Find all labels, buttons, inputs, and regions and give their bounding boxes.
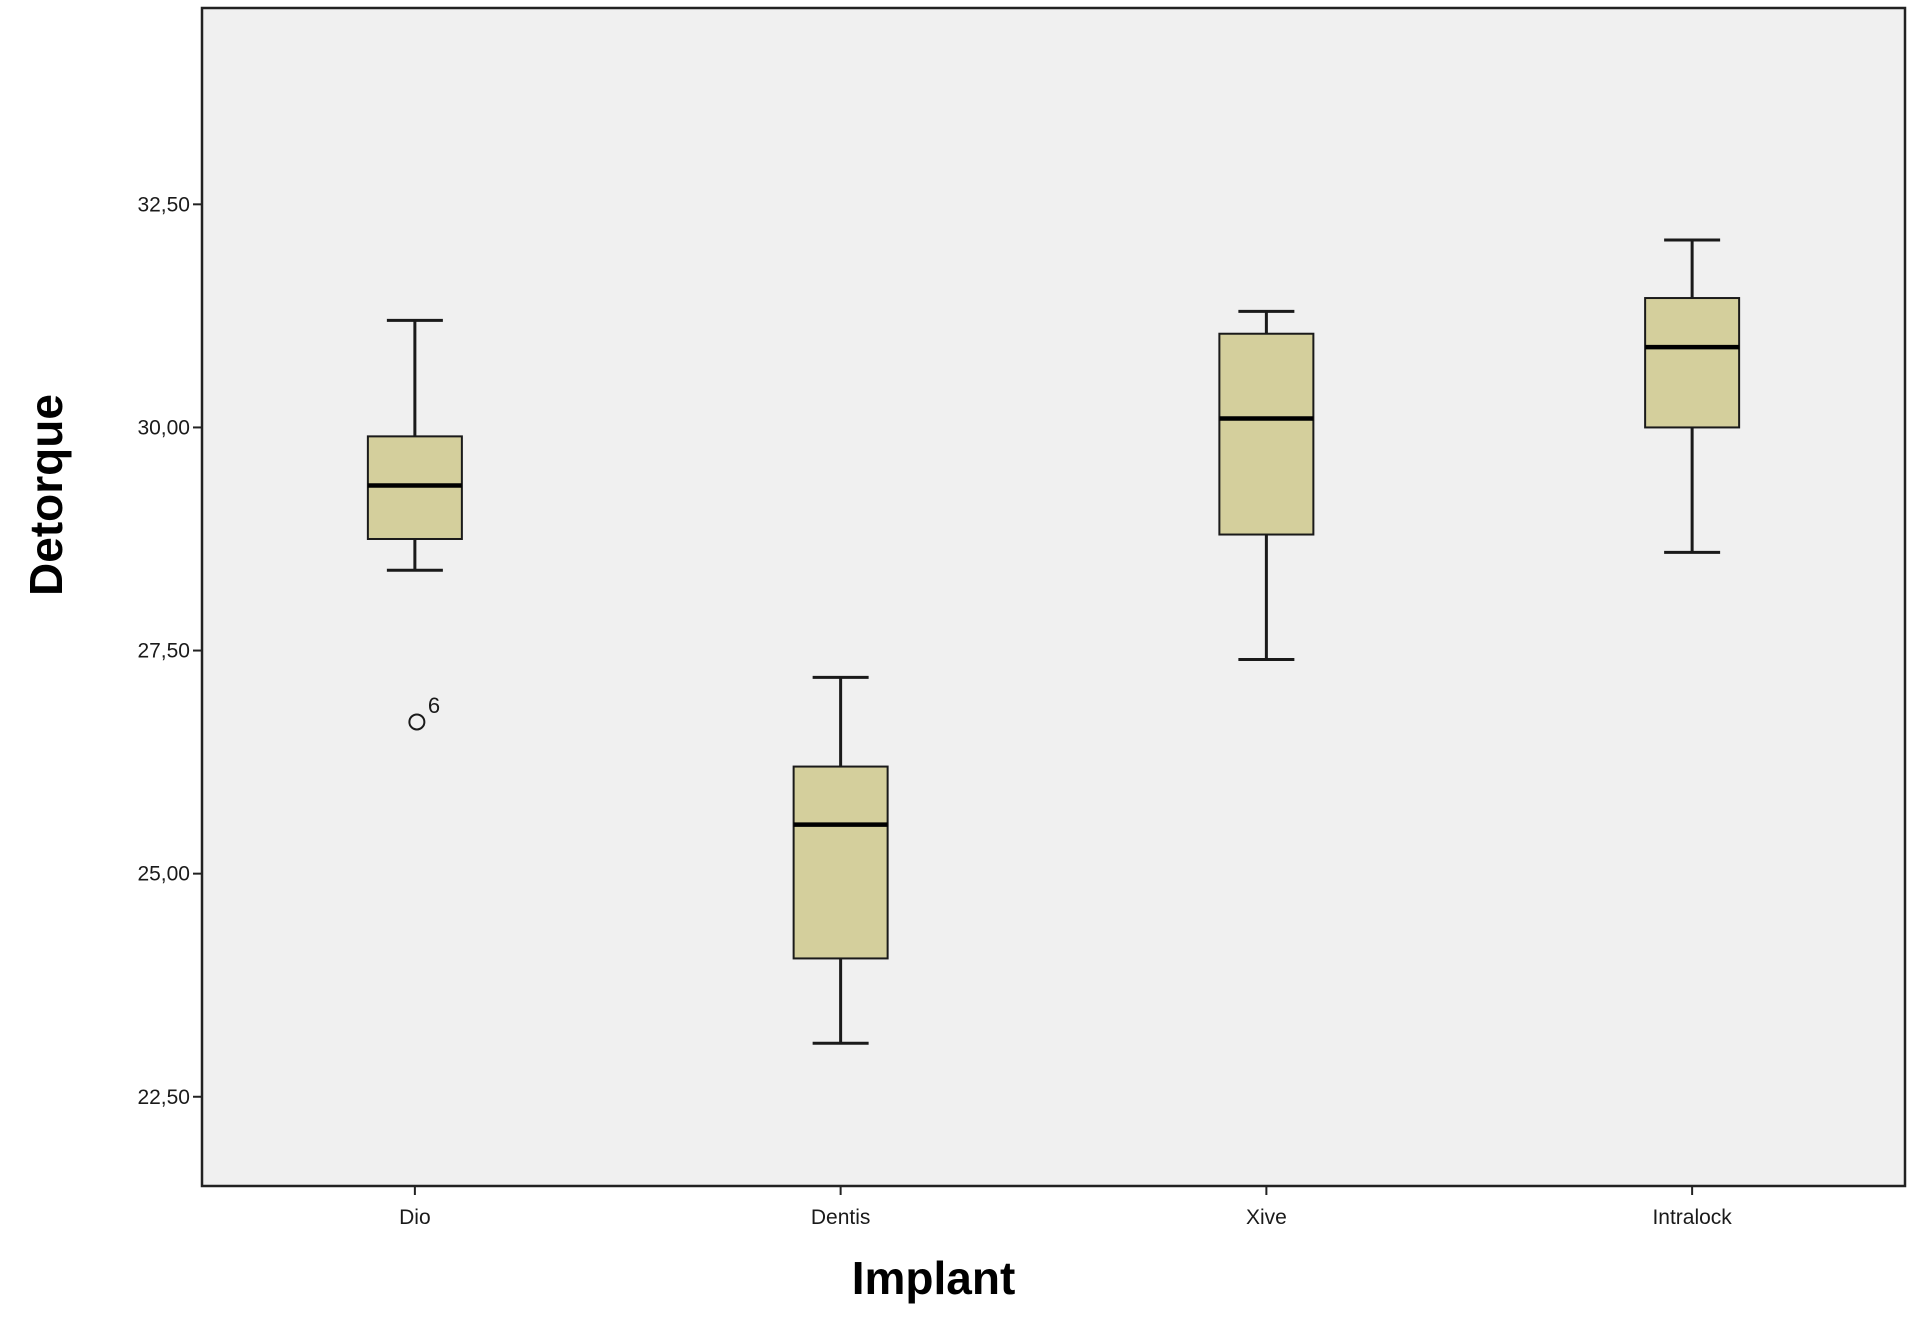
y-axis-title: Detorque [20, 394, 72, 596]
iqr-box [1218, 332, 1315, 536]
y-tick-label: 27,50 [137, 640, 190, 663]
x-tick-label: Xive [1246, 1206, 1287, 1229]
box-xive [1218, 309, 1315, 661]
x-axis-title: Implant [852, 1252, 1016, 1304]
iqr-box [1644, 297, 1741, 429]
iqr-box [792, 765, 889, 960]
box-dentis [792, 675, 889, 1045]
y-tick-label: 32,50 [137, 193, 190, 216]
y-tick-label: 22,50 [137, 1086, 190, 1109]
y-tick-label: 30,00 [137, 416, 190, 439]
x-axis: Dio Dentis Xive Intralock [399, 1186, 1732, 1229]
y-tick-label: 25,00 [137, 863, 190, 886]
box-dio: 6 [366, 318, 463, 731]
outlier-point [408, 713, 426, 731]
box-series: 6 [366, 238, 1741, 1045]
plot-area [200, 6, 1907, 1188]
x-tick-label: Dentis [811, 1206, 871, 1229]
x-tick-label: Intralock [1652, 1206, 1732, 1229]
y-axis: 22,50 25,00 27,50 30,00 32,50 [137, 193, 202, 1109]
outlier-label: 6 [428, 693, 440, 718]
box-intralock [1644, 238, 1741, 554]
x-tick-label: Dio [399, 1206, 431, 1229]
